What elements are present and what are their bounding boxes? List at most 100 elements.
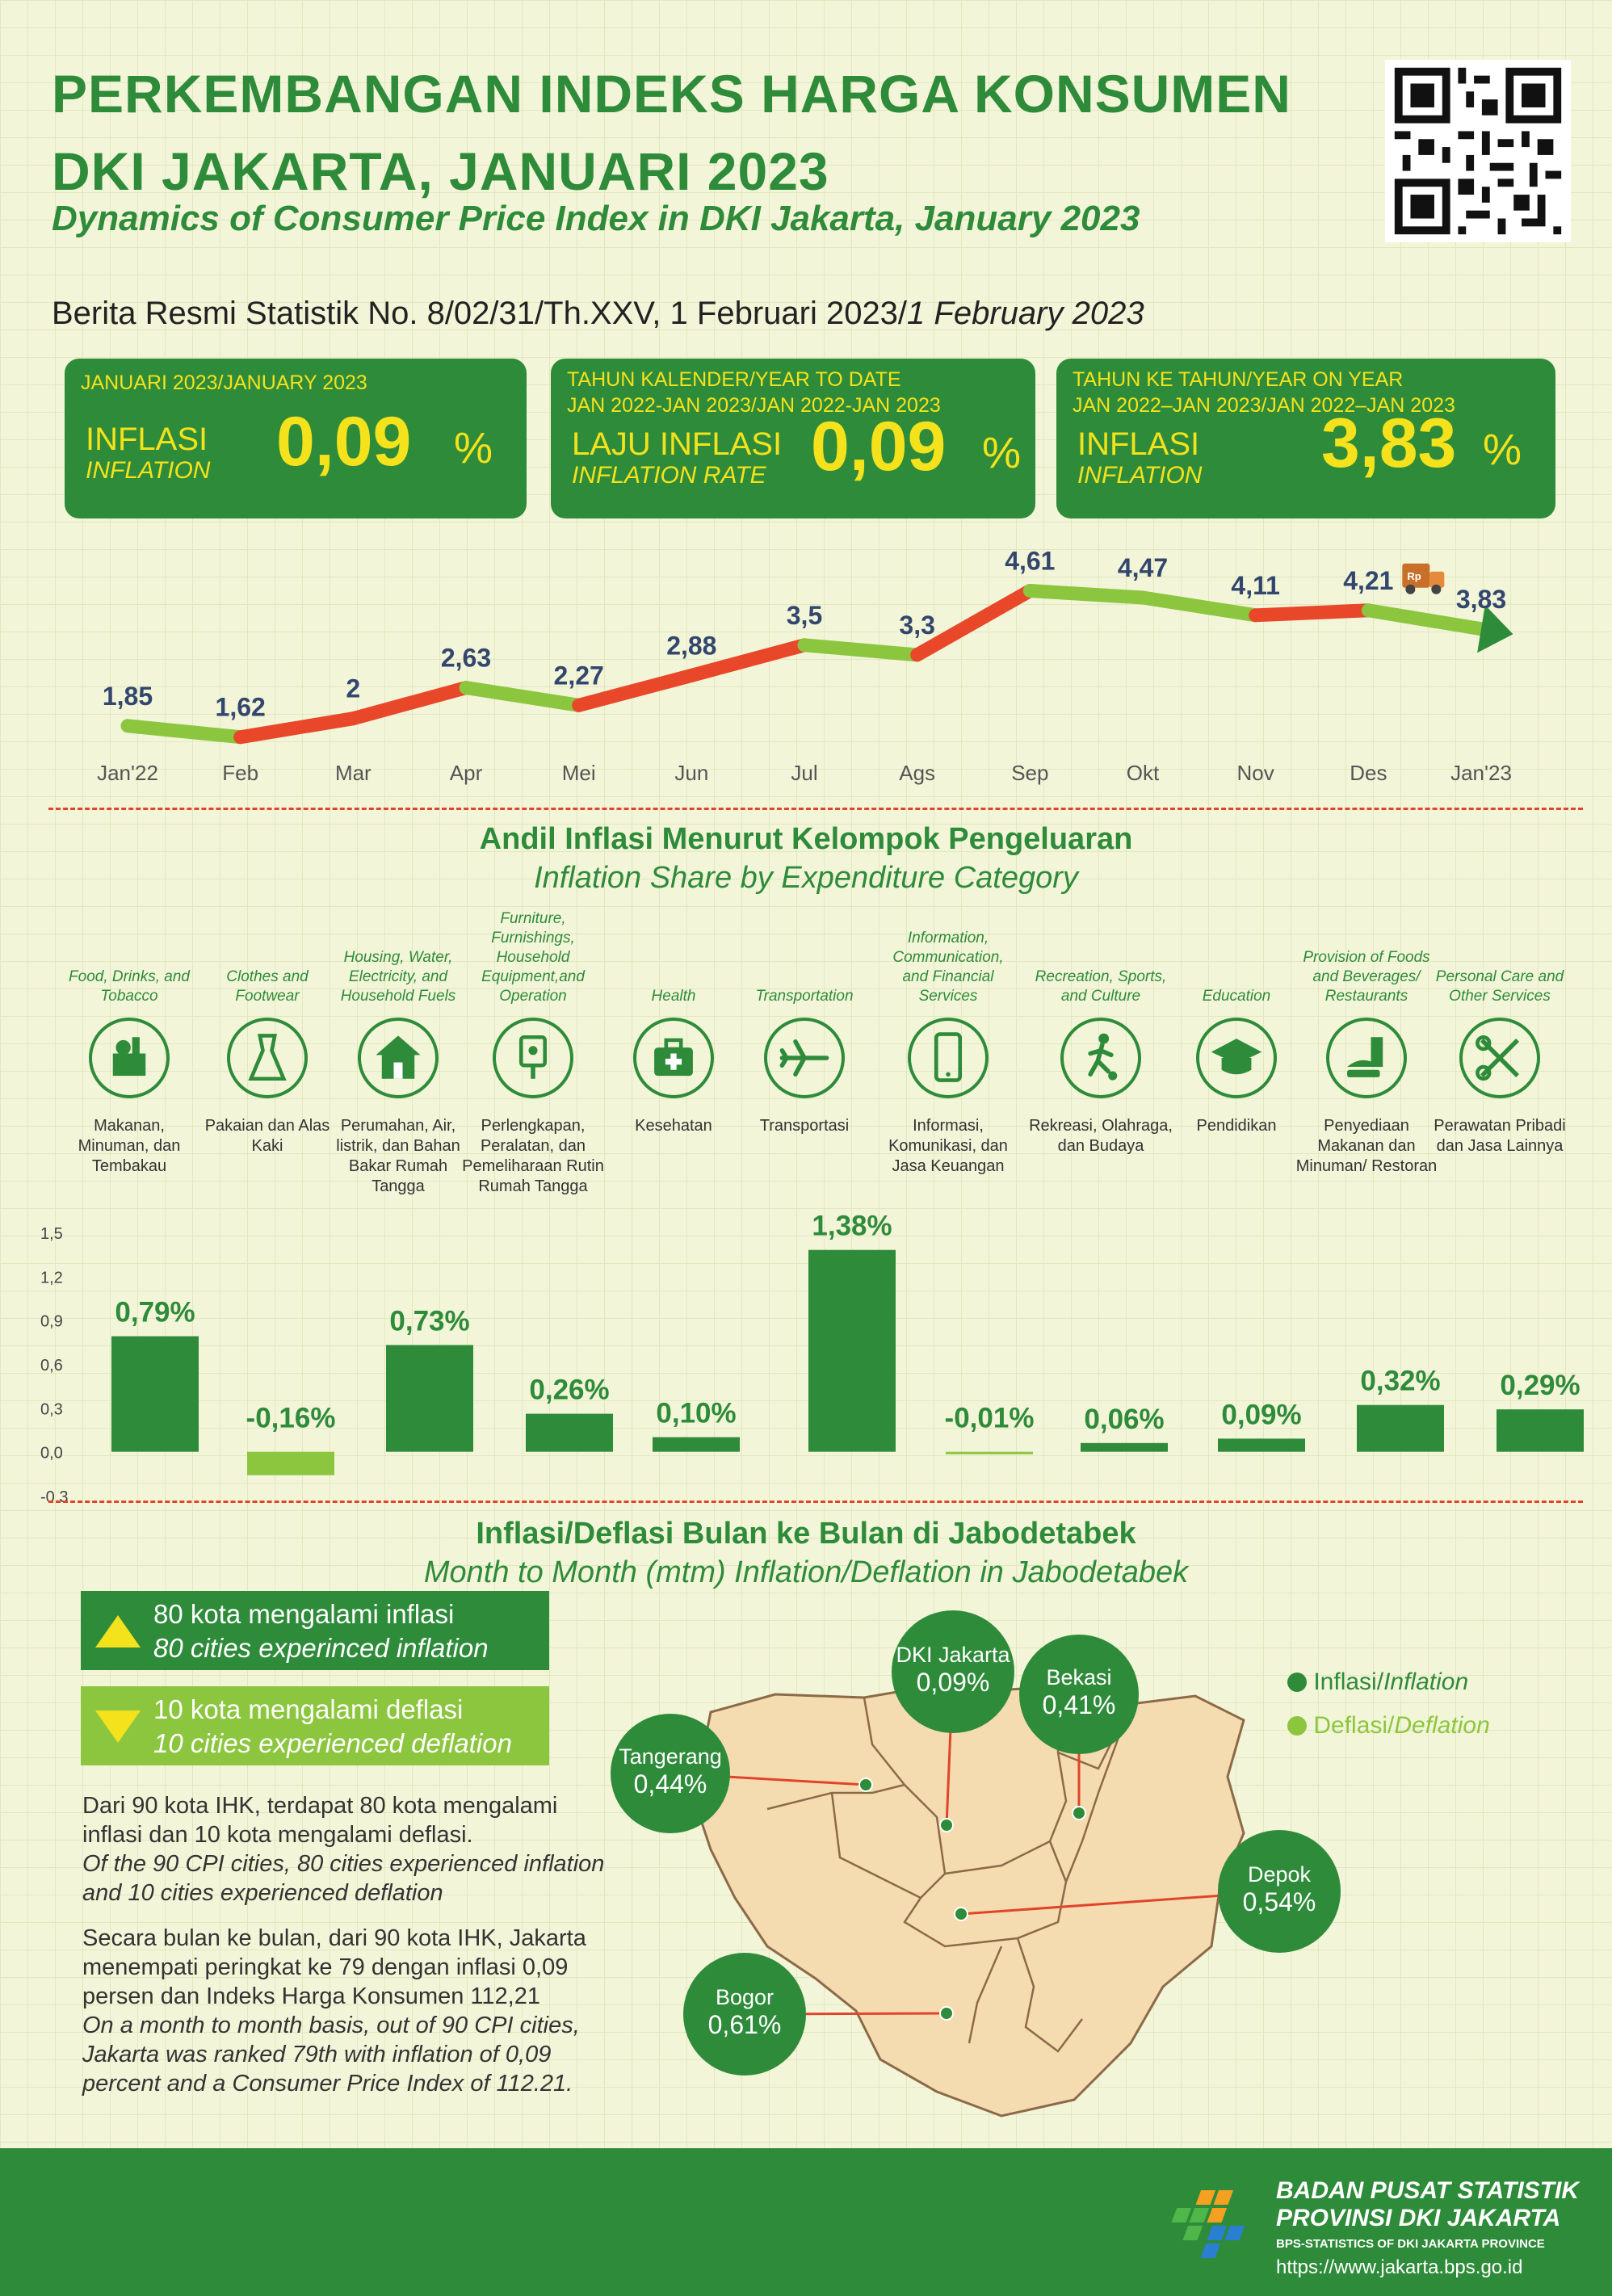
x-tick-label: Jan'23 bbox=[1450, 761, 1512, 785]
data-label: 3,5 bbox=[787, 601, 822, 630]
category-label-en: Housing, Water, Electricity, and Househo… bbox=[330, 888, 467, 1006]
category-label-en: Education bbox=[1168, 888, 1305, 1006]
card-value: 0,09 bbox=[276, 403, 412, 481]
category-label-id: Makanan, Minuman, dan Tembakau bbox=[78, 1117, 181, 1175]
card-label: INFLASI INFLATION bbox=[1077, 426, 1202, 489]
map-legend-inflation: Inflasi/Inflation bbox=[1287, 1668, 1468, 1696]
text-line: menempati peringkat ke 79 dengan inflasi… bbox=[82, 1954, 569, 1980]
category-label-en-text: Food, Drinks, and Tobacco bbox=[69, 968, 190, 1005]
deflation-cities-box: 10 kota mengalami deflasi 10 cities expe… bbox=[81, 1686, 549, 1765]
category-label-en: Health bbox=[605, 888, 742, 1006]
data-label: 0,06% bbox=[1084, 1404, 1164, 1435]
inflation-cities-id: 80 kota mengalami inflasi bbox=[153, 1599, 455, 1629]
bar bbox=[386, 1345, 473, 1452]
category-label-id: Perawatan Pribadi dan Jasa Lainnya bbox=[1434, 1117, 1566, 1155]
bar bbox=[1218, 1438, 1305, 1452]
page-title: PERKEMBANGAN INDEKS HARGA KONSUMEN DKI J… bbox=[52, 55, 1291, 210]
city-name: DKI Jakarta bbox=[896, 1643, 1010, 1667]
category-label-id: Pakaian dan Alas Kaki bbox=[204, 1117, 330, 1155]
data-label: 1,38% bbox=[812, 1211, 892, 1242]
category-label-en: Food, Drinks, and Tobacco bbox=[61, 888, 198, 1006]
data-label: 0,09% bbox=[1221, 1399, 1301, 1430]
triangle-down-icon bbox=[95, 1710, 141, 1743]
data-label: -0,01% bbox=[945, 1403, 1035, 1434]
card-monthly-inflation: JANUARI 2023/JANUARY 2023 INFLASI INFLAT… bbox=[65, 359, 527, 518]
category-label-en-text: Transportation bbox=[755, 988, 854, 1005]
house-icon bbox=[358, 1018, 439, 1098]
legend-label: Inflasi/ bbox=[1313, 1668, 1384, 1695]
data-label: 3,3 bbox=[899, 611, 934, 640]
category-label-en-text: Clothes and Footwear bbox=[226, 968, 309, 1005]
category-label-en-text: Provision of Foods and Beverages/ Restau… bbox=[1303, 949, 1430, 1005]
legend-dot-inflation bbox=[1287, 1673, 1307, 1692]
text-line: persen dan Indeks Harga Konsumen 112,21 bbox=[82, 1983, 540, 2009]
data-label: 4,21 bbox=[1343, 566, 1393, 595]
line-segment bbox=[797, 638, 925, 662]
x-tick-label: Jun bbox=[674, 761, 708, 785]
x-tick-label: Jul bbox=[791, 761, 817, 785]
bar bbox=[808, 1249, 896, 1452]
city-bubble: DKI Jakarta 0,09% bbox=[892, 1610, 1014, 1733]
line-segment bbox=[120, 719, 248, 745]
bar bbox=[1357, 1404, 1444, 1452]
org-line-2: PROVINSI DKI JAKARTA bbox=[1276, 2205, 1561, 2231]
city-inflation-value: 0,09% bbox=[916, 1668, 990, 1697]
data-label: 4,61 bbox=[1005, 547, 1055, 576]
category-label-en: Information, Communication, and Financia… bbox=[879, 888, 1017, 1006]
category-label-en: Provision of Foods and Beverages/ Restau… bbox=[1298, 888, 1435, 1006]
line-segment bbox=[346, 681, 473, 726]
y-tick-label: 0,3 bbox=[40, 1400, 63, 1418]
trend-arrow-icon bbox=[1477, 605, 1513, 653]
card-label-en: INFLATION RATE bbox=[572, 462, 766, 489]
summary-paragraph-2: Secara bulan ke bulan, dari 90 kota IHK,… bbox=[82, 1924, 632, 2098]
card-label-id: LAJU INFLASI bbox=[572, 426, 783, 462]
deflation-cities-id: 10 kota mengalami deflasi bbox=[153, 1694, 464, 1724]
jabodetabek-subtitle: Month to Month (mtm) Inflation/Deflation… bbox=[423, 1555, 1189, 1589]
x-tick-label: Mei bbox=[562, 761, 596, 785]
legend-label-en: Deflation bbox=[1394, 1712, 1490, 1739]
category-label-id: Penyediaan Makanan dan Minuman/ Restoran bbox=[1295, 1117, 1438, 1175]
city-bubble: Bogor 0,61% bbox=[683, 1953, 806, 2076]
brs-date-english: 1 February 2023 bbox=[907, 296, 1144, 331]
category-label-en-text: Information, Communication, and Financia… bbox=[892, 930, 1004, 1005]
data-label: 3,83 bbox=[1456, 585, 1506, 614]
card-label-en: INFLATION bbox=[86, 457, 211, 484]
qr-code[interactable] bbox=[1385, 60, 1571, 242]
bar bbox=[111, 1336, 199, 1452]
category-label-id: Perlengkapan, Peralatan, dan Pemeliharaa… bbox=[462, 1117, 604, 1195]
category-label-id: Rekreasi, Olahraga, dan Budaya bbox=[1029, 1117, 1173, 1155]
data-label: 2 bbox=[346, 674, 360, 703]
title-line-2: DKI JAKARTA, JANUARI 2023 bbox=[52, 141, 829, 201]
footer-url-link[interactable]: https://www.jakarta.bps.go.id bbox=[1276, 2256, 1523, 2278]
category-label-id: Informasi, Komunikasi, dan Jasa Keuangan bbox=[888, 1117, 1008, 1175]
legend-label: Deflasi/ bbox=[1313, 1712, 1395, 1739]
x-tick-label: Nov bbox=[1237, 761, 1274, 785]
city-inflation-value: 0,54% bbox=[1242, 1887, 1316, 1916]
data-label: 0,73% bbox=[389, 1305, 469, 1337]
soccer-player-icon bbox=[1060, 1018, 1141, 1098]
y-tick-label: 0,9 bbox=[40, 1313, 63, 1331]
data-label: 0,26% bbox=[529, 1375, 609, 1406]
line-segment bbox=[1022, 584, 1150, 605]
section-divider bbox=[48, 808, 1583, 810]
card-header-period: JAN 2022-JAN 2023/JAN 2022-JAN 2023 bbox=[567, 394, 941, 417]
airplane-icon bbox=[764, 1018, 845, 1098]
data-label: 4,11 bbox=[1231, 571, 1280, 600]
city-bubble: Depok 0,54% bbox=[1218, 1830, 1341, 1953]
category-label-en-text: Furniture, Furnishings, Household Equipm… bbox=[481, 910, 585, 1005]
category-label-en-text: Education bbox=[1202, 988, 1271, 1005]
plug-icon bbox=[493, 1018, 573, 1098]
yoy-inflation-line-chart: Rp 1,85 Jan'22 1,62 Feb 2 Mar 2,63 Apr 2,27 Mei 2,8… bbox=[97, 547, 1513, 785]
brs-number: Berita Resmi Statistik No. 8/02/31/Th.XX… bbox=[52, 296, 908, 331]
card-unit: % bbox=[982, 429, 1022, 477]
card-header-period: JAN 2022–JAN 2023/JAN 2022–JAN 2023 bbox=[1073, 394, 1455, 417]
data-label: 0,10% bbox=[656, 1398, 736, 1429]
category-label-id: Perumahan, Air, listrik, dan Bahan Bakar… bbox=[336, 1117, 460, 1195]
map-legend-deflation: Deflasi/Deflation bbox=[1287, 1712, 1490, 1740]
footer: BADAN PUSAT STATISTIK PROVINSI DKI JAKAR… bbox=[0, 2148, 1612, 2296]
dress-icon bbox=[227, 1018, 308, 1098]
bar bbox=[1081, 1442, 1168, 1452]
city-inflation-value: 0,44% bbox=[633, 1769, 707, 1799]
category-label-en: Recreation, Sports, and Culture bbox=[1032, 888, 1169, 1006]
line-segment bbox=[1249, 603, 1375, 623]
